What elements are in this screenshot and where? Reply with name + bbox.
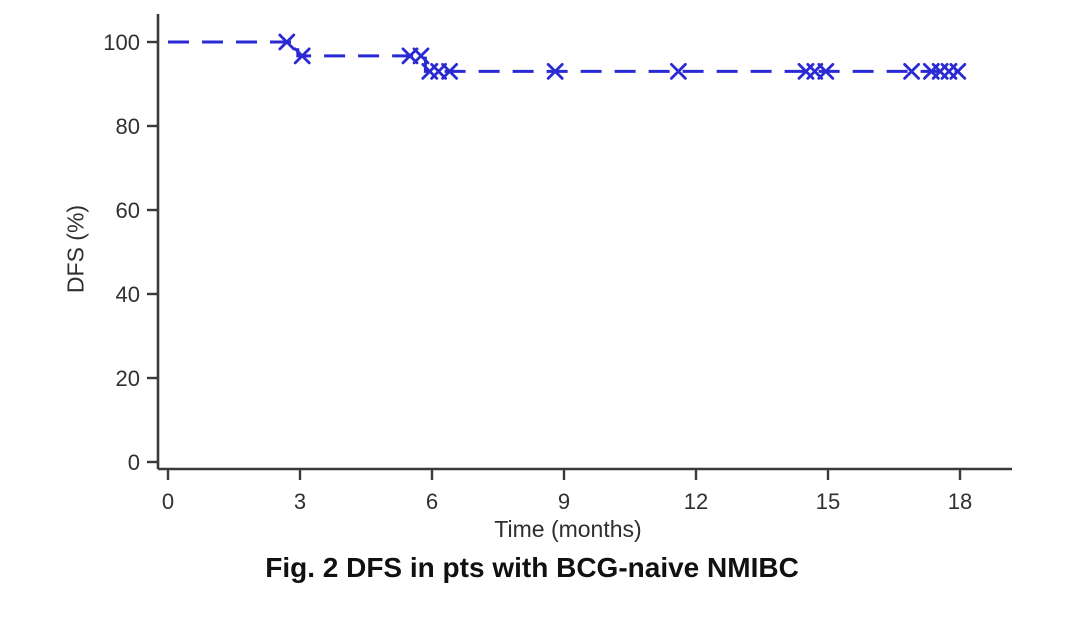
x-tick-label: 9: [558, 489, 570, 514]
y-tick-label: 0: [128, 450, 140, 475]
x-axis-title: Time (months): [494, 516, 642, 542]
censor-mark: [670, 63, 687, 80]
km-step-line: [168, 40, 960, 73]
y-tick-label: 80: [116, 114, 140, 139]
x-tick-label: 0: [162, 489, 174, 514]
censor-mark: [903, 63, 920, 80]
x-tick-label: 12: [684, 489, 708, 514]
censor-mark: [949, 63, 967, 80]
y-tick-label: 20: [116, 366, 140, 391]
censor-mark: [278, 33, 296, 51]
censor-mark: [293, 47, 311, 65]
x-tick-label: 15: [816, 489, 840, 514]
censor-mark: [412, 47, 430, 65]
censor-mark: [546, 63, 564, 80]
y-tick-label: 100: [103, 30, 140, 55]
censor-mark: [817, 63, 835, 80]
figure-caption: Fig. 2 DFS in pts with BCG-naive NMIBC: [265, 552, 799, 583]
censor-mark: [441, 63, 459, 80]
y-tick-label: 40: [116, 282, 140, 307]
x-tick-label: 3: [294, 489, 306, 514]
x-tick-label: 18: [948, 489, 972, 514]
x-tick-label: 6: [426, 489, 438, 514]
y-tick-label: 60: [116, 198, 140, 223]
y-axis-title: DFS (%): [62, 204, 89, 294]
